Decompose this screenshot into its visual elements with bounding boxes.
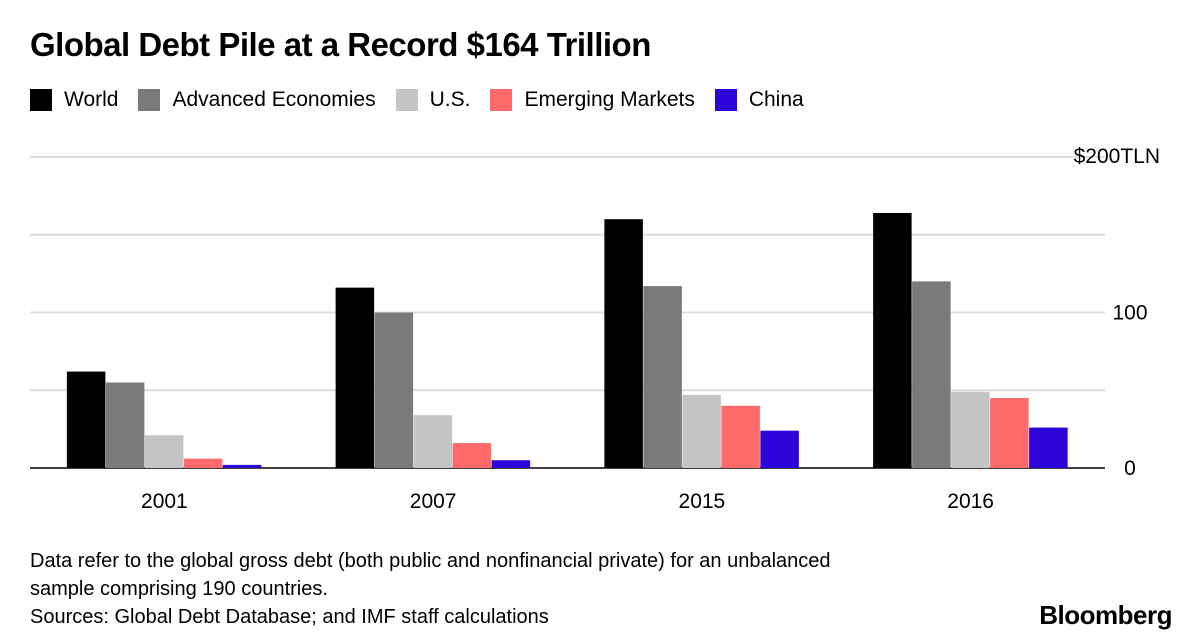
legend-label: U.S. [429, 88, 471, 111]
legend-item-emerging-markets: Emerging Markets [490, 88, 695, 112]
legend-label: Emerging Markets [524, 88, 695, 111]
legend-label: World [64, 88, 119, 111]
bar-china-2016 [1029, 427, 1068, 468]
bar-world-2015 [604, 219, 643, 468]
bar-u-s-2016 [951, 391, 990, 468]
bar-china-2015 [760, 430, 799, 468]
x-tick-label: 2001 [141, 490, 188, 513]
bar-advanced-economies-2001 [105, 382, 145, 468]
bar-china-2007 [491, 460, 531, 468]
bar-china-2001 [222, 464, 262, 468]
legend-item-u-s: U.S. [395, 88, 471, 112]
legend: World Advanced Economies U.S. Emerging Mark… [30, 88, 824, 112]
legend-item-china: China [714, 88, 804, 112]
bloomberg-logo: Bloomberg [1039, 600, 1172, 630]
legend-swatch [714, 89, 737, 111]
legend-swatch [138, 89, 161, 111]
bar-emerging-markets-2007 [452, 443, 492, 468]
footnotes: Data refer to the global gross debt (bot… [30, 547, 1030, 631]
bar-advanced-economies-2016 [912, 281, 951, 468]
y-tick-label: $200TLN [1074, 145, 1160, 168]
bar-emerging-markets-2015 [721, 405, 760, 468]
x-tick-label: 2007 [410, 490, 457, 513]
bar-u-s-2001 [144, 435, 184, 468]
legend-swatch [30, 89, 52, 111]
footnote-line-2: sample comprising 190 countries. [30, 578, 328, 600]
bar-advanced-economies-2007 [374, 312, 414, 468]
chart-title: Global Debt Pile at a Record $164 Trilli… [30, 26, 651, 63]
legend-label: China [748, 88, 804, 111]
legend-swatch [490, 89, 513, 111]
legend-swatch [395, 89, 418, 111]
bar-world-2007 [335, 287, 375, 468]
legend-label: Advanced Economies [172, 88, 376, 111]
y-tick-label: 0 [1124, 457, 1136, 480]
bar-advanced-economies-2015 [643, 286, 682, 468]
legend-item-advanced-economies: Advanced Economies [138, 88, 376, 112]
bar-emerging-markets-2001 [183, 458, 223, 468]
bar-world-2001 [66, 371, 106, 468]
footnote-line-1: Data refer to the global gross debt (bot… [30, 550, 831, 572]
y-tick-label: 100 [1112, 302, 1147, 325]
source-line: Sources: Global Debt Database; and IMF s… [30, 606, 549, 628]
legend-item-world: World [30, 88, 118, 112]
x-tick-label: 2015 [679, 490, 726, 513]
bar-u-s-2015 [682, 394, 721, 468]
bar-world-2016 [873, 212, 912, 468]
x-tick-label: 2016 [947, 490, 994, 513]
bar-u-s-2007 [413, 415, 453, 468]
bar-emerging-markets-2016 [990, 398, 1029, 468]
